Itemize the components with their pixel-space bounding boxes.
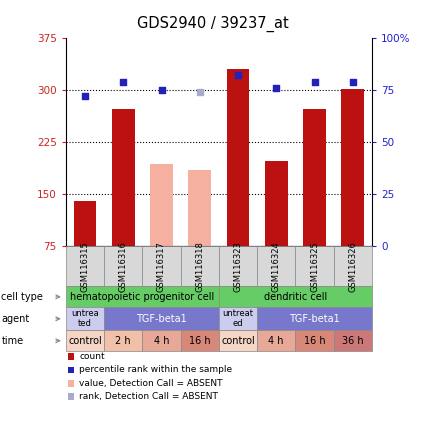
Text: GSM116315: GSM116315 <box>80 241 90 292</box>
Text: percentile rank within the sample: percentile rank within the sample <box>79 365 232 374</box>
Point <box>311 78 318 85</box>
Bar <box>112 109 135 246</box>
Point <box>120 78 127 85</box>
Text: count: count <box>79 352 105 361</box>
Text: 4 h: 4 h <box>269 336 284 346</box>
Text: TGF-beta1: TGF-beta1 <box>289 314 340 324</box>
Text: 16 h: 16 h <box>189 336 210 346</box>
Text: hematopoietic progenitor cell: hematopoietic progenitor cell <box>70 292 215 302</box>
Text: 36 h: 36 h <box>342 336 363 346</box>
Text: control: control <box>68 336 102 346</box>
Bar <box>265 161 288 246</box>
Point <box>273 84 280 91</box>
Bar <box>150 164 173 246</box>
Text: GSM116326: GSM116326 <box>348 241 357 292</box>
Text: time: time <box>1 336 23 346</box>
Text: GSM116325: GSM116325 <box>310 241 319 292</box>
Point <box>349 78 356 85</box>
Text: control: control <box>221 336 255 346</box>
Bar <box>227 69 249 246</box>
Text: GSM116316: GSM116316 <box>119 241 128 292</box>
Text: dendritic cell: dendritic cell <box>264 292 327 302</box>
Text: GDS2940 / 39237_at: GDS2940 / 39237_at <box>136 16 289 32</box>
Text: 4 h: 4 h <box>154 336 169 346</box>
Text: agent: agent <box>1 314 29 324</box>
Text: untreat
ed: untreat ed <box>223 309 253 329</box>
Point <box>196 88 203 95</box>
Point <box>235 72 241 79</box>
Text: cell type: cell type <box>1 292 43 302</box>
Bar <box>303 109 326 246</box>
Text: TGF-beta1: TGF-beta1 <box>136 314 187 324</box>
Text: GSM116323: GSM116323 <box>233 241 243 292</box>
Bar <box>188 170 211 246</box>
Text: 16 h: 16 h <box>304 336 325 346</box>
Text: GSM116317: GSM116317 <box>157 241 166 292</box>
Text: rank, Detection Call = ABSENT: rank, Detection Call = ABSENT <box>79 392 218 401</box>
Text: untrea
ted: untrea ted <box>71 309 99 329</box>
Bar <box>341 88 364 246</box>
Point <box>158 87 165 94</box>
Text: 2 h: 2 h <box>116 336 131 346</box>
Text: GSM116318: GSM116318 <box>195 241 204 292</box>
Text: GSM116324: GSM116324 <box>272 241 281 292</box>
Bar <box>74 201 96 246</box>
Text: value, Detection Call = ABSENT: value, Detection Call = ABSENT <box>79 379 223 388</box>
Point <box>82 93 88 100</box>
